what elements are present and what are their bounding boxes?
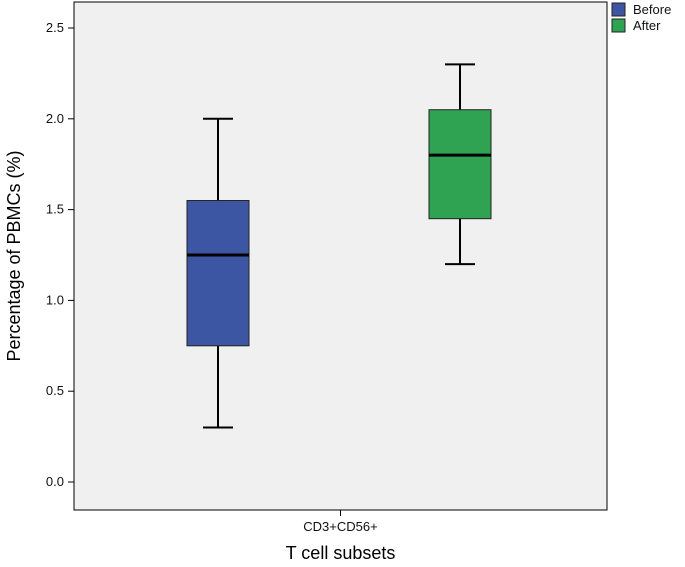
legend-label-after: After [633, 18, 661, 33]
y-tick-label: 0.5 [46, 383, 64, 398]
x-category-label: CD3+CD56+ [303, 519, 377, 534]
y-tick-label: 0.0 [46, 474, 64, 489]
y-tick-label: 1.5 [46, 202, 64, 217]
y-axis: 0.0 0.5 1.0 1.5 2.0 2.5 [46, 20, 74, 489]
box-series [186, 63, 492, 429]
iqr-box [186, 200, 250, 347]
y-axis-title: Percentage of PBMCs (%) [4, 150, 24, 361]
iqr-box [428, 109, 492, 220]
plot-area [73, 1, 608, 511]
box-before [186, 117, 250, 429]
legend-label-before: Before [633, 2, 671, 17]
y-tick-label: 2.5 [46, 20, 64, 35]
box-after [428, 63, 492, 266]
legend-swatch-after [611, 18, 626, 33]
x-axis-title: T cell subsets [286, 543, 396, 563]
legend-swatch-before [611, 2, 626, 17]
y-tick-label: 1.0 [46, 292, 64, 307]
y-tick-label: 2.0 [46, 111, 64, 126]
